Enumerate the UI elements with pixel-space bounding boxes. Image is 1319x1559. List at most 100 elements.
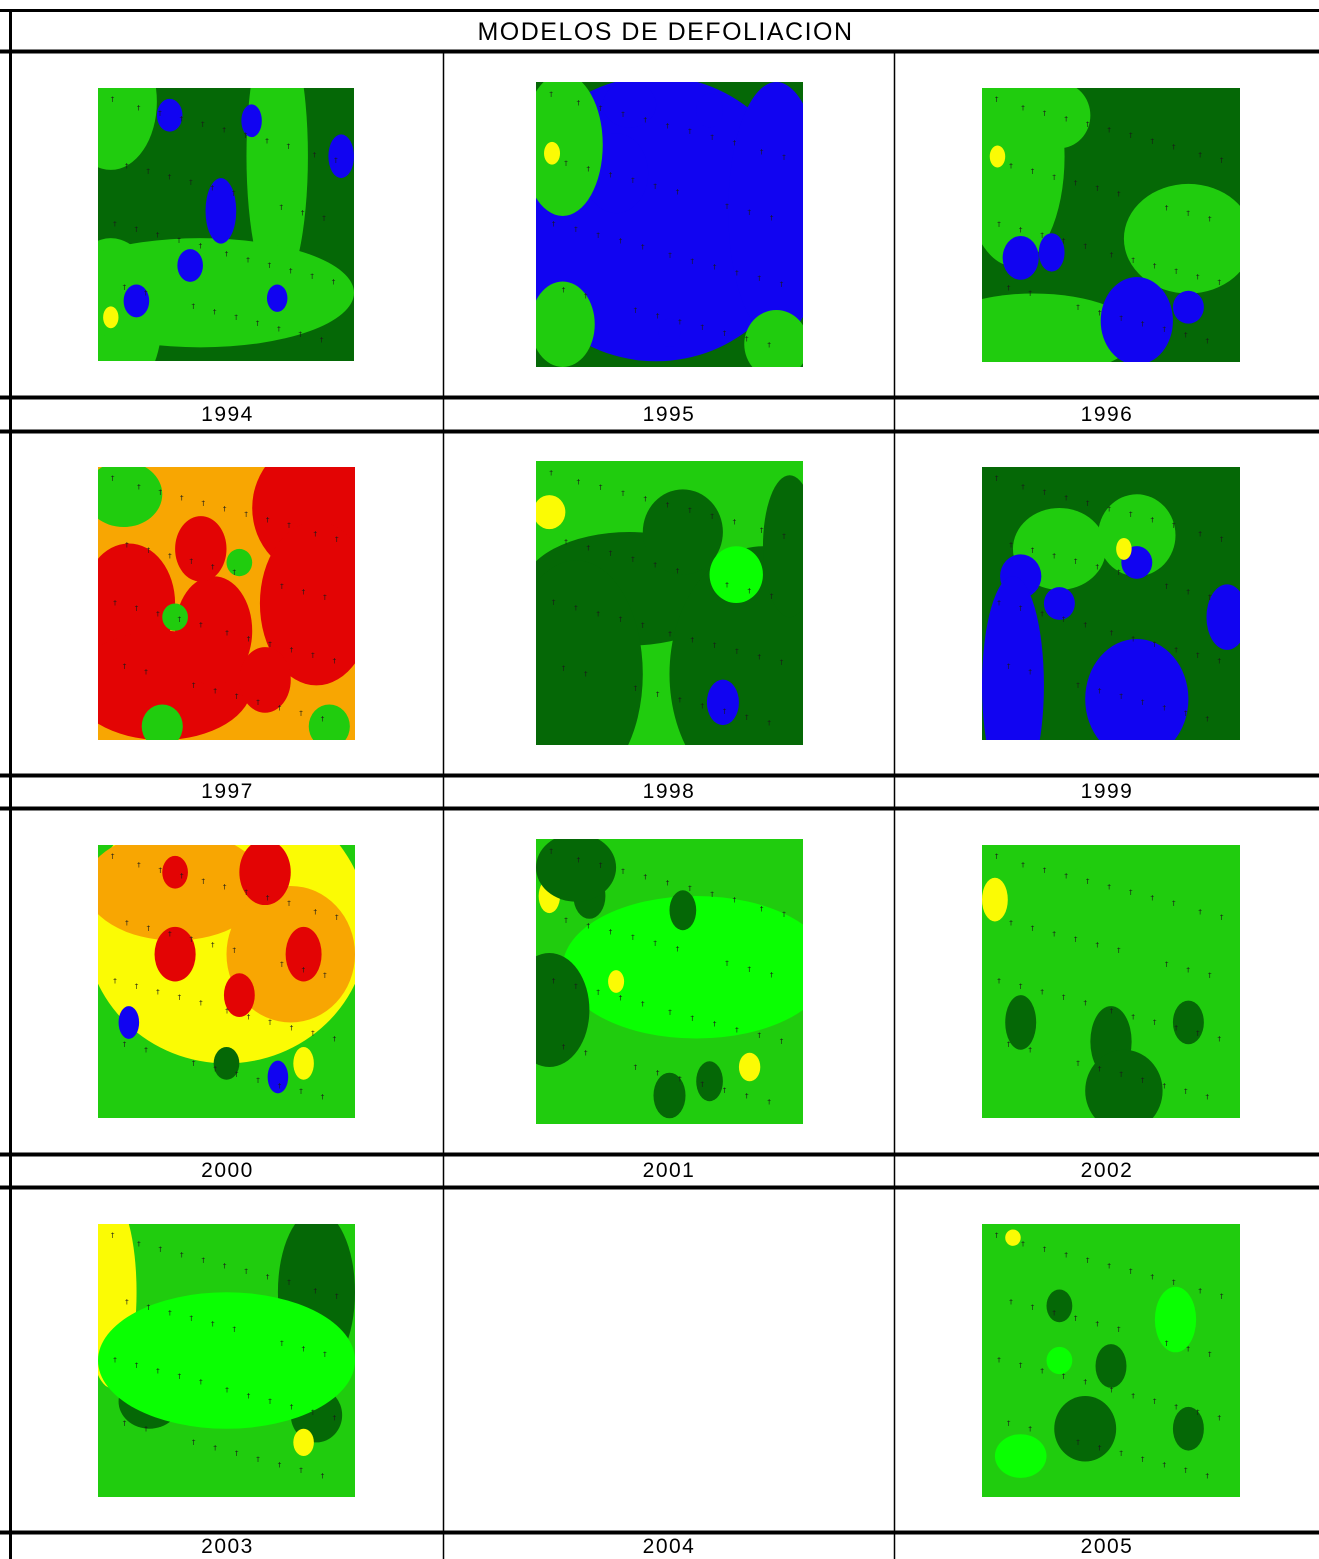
map-zone-dark_green xyxy=(762,475,803,618)
sample-point-marker: † xyxy=(310,272,314,280)
map-zone-blue xyxy=(706,679,739,726)
map-zone-red xyxy=(175,516,227,582)
sample-point-marker: † xyxy=(1162,704,1166,712)
sample-point-marker: † xyxy=(1206,715,1210,723)
sample-point-marker: † xyxy=(333,657,337,665)
sample-point-marker: † xyxy=(609,171,613,179)
sample-point-marker: † xyxy=(256,1076,260,1084)
map-zone-blue xyxy=(328,134,354,179)
sample-point-marker: † xyxy=(1019,604,1023,612)
sample-point-marker: † xyxy=(111,1232,115,1240)
sample-point-marker: † xyxy=(1117,947,1121,955)
map-zone-dark_green xyxy=(669,546,803,745)
sample-point-marker: † xyxy=(577,856,581,864)
sample-point-marker: † xyxy=(767,1098,771,1106)
map-zone-dark_green xyxy=(1172,1406,1204,1451)
sample-point-marker: † xyxy=(1076,1060,1080,1068)
sample-point-marker: † xyxy=(1162,326,1166,334)
sample-point-marker: † xyxy=(1198,1287,1202,1295)
sample-point-marker: † xyxy=(549,90,553,98)
sample-point-marker: † xyxy=(168,1309,172,1317)
sample-point-marker: † xyxy=(147,546,151,554)
sample-point-marker: † xyxy=(159,1245,163,1253)
map-zone-red xyxy=(285,926,322,982)
sample-point-marker: † xyxy=(1153,1397,1157,1405)
sample-point-marker: † xyxy=(562,1043,566,1051)
sample-point-marker: † xyxy=(1098,1065,1102,1073)
sample-point-marker: † xyxy=(1184,331,1188,339)
map-zone-mid_green xyxy=(98,88,157,170)
sample-point-marker: † xyxy=(1095,184,1099,192)
map-zone-dark_green xyxy=(1005,995,1037,1050)
sample-point-marker: † xyxy=(137,1240,141,1248)
defoliation-map-1997: † † † † † † † † † † † † † † † † † † † † † † † † † † † † † † † † † † † † † † † † xyxy=(98,467,355,740)
map-zone-mid_green xyxy=(141,704,183,740)
defoliation-map-2000: † † † † † † † † † † † † † † † † † † † † † † † † † † † † † † † † † † † † † † † † xyxy=(98,845,355,1118)
sample-point-marker: † xyxy=(135,604,139,612)
sample-point-marker: † xyxy=(668,1009,672,1017)
map-zone-mid_green xyxy=(1123,183,1240,294)
sample-point-marker: † xyxy=(1206,1093,1210,1101)
map-zone-yellow xyxy=(536,495,566,530)
sample-point-marker: † xyxy=(1141,698,1145,706)
sample-point-marker: † xyxy=(278,1461,282,1469)
sample-point-marker: † xyxy=(201,877,205,885)
sample-point-marker: † xyxy=(1129,132,1133,140)
sample-point-marker: † xyxy=(725,581,729,589)
sample-point-marker: † xyxy=(1174,646,1178,654)
map-zone-red xyxy=(175,576,253,686)
sample-point-marker: † xyxy=(1186,588,1190,596)
sample-point-marker: † xyxy=(1196,1029,1200,1037)
sample-point-marker: † xyxy=(235,1450,239,1458)
sample-point-marker: † xyxy=(621,489,625,497)
sample-point-marker: † xyxy=(995,853,999,861)
sample-point-marker: † xyxy=(1174,1024,1178,1032)
sample-point-marker: † xyxy=(323,971,327,979)
sample-point-marker: † xyxy=(147,1303,151,1311)
sample-point-marker: † xyxy=(656,690,660,698)
map-zone-yellow xyxy=(989,145,1006,168)
sample-point-marker: † xyxy=(1028,290,1032,298)
sample-point-marker: † xyxy=(1220,157,1224,165)
sample-point-marker: † xyxy=(1074,179,1078,187)
map-zone-light_green xyxy=(709,546,763,603)
sample-point-marker: † xyxy=(1153,1018,1157,1026)
sample-point-marker: † xyxy=(125,541,129,549)
sample-point-marker: † xyxy=(289,267,293,275)
sample-point-marker: † xyxy=(782,911,786,919)
sample-point-marker: † xyxy=(1198,908,1202,916)
sample-point-marker: † xyxy=(1172,522,1176,530)
sample-point-marker: † xyxy=(723,708,727,716)
sample-point-marker: † xyxy=(113,220,117,228)
map-zone-dark_green xyxy=(642,489,723,575)
year-label-1999: 1999 xyxy=(1080,780,1134,803)
sample-point-marker: † xyxy=(199,242,203,250)
sample-point-marker: † xyxy=(287,1279,291,1287)
sample-point-marker: † xyxy=(168,552,172,560)
sample-point-marker: † xyxy=(268,1018,272,1026)
sample-point-marker: † xyxy=(225,629,229,637)
sample-point-marker: † xyxy=(574,983,578,991)
sample-point-marker: † xyxy=(1083,1378,1087,1386)
sample-point-marker: † xyxy=(710,133,714,141)
map-zone-yellow xyxy=(103,306,119,329)
map-zone-yellow xyxy=(738,1052,761,1082)
sample-point-marker: † xyxy=(178,993,182,1001)
sample-point-marker: † xyxy=(1119,1071,1123,1079)
sample-point-marker: † xyxy=(549,847,553,855)
map-zone-yellow xyxy=(544,141,561,165)
sample-point-marker: † xyxy=(287,522,291,530)
sample-point-marker: † xyxy=(247,1013,251,1021)
sample-point-marker: † xyxy=(321,1093,325,1101)
sample-point-marker: † xyxy=(335,913,339,921)
sample-point-marker: † xyxy=(1107,883,1111,891)
map-zone-mid_green xyxy=(246,88,308,293)
sample-point-marker: † xyxy=(335,535,339,543)
sample-point-marker: † xyxy=(1208,1350,1212,1358)
sample-point-marker: † xyxy=(1043,110,1047,118)
sample-point-marker: † xyxy=(1218,1035,1222,1043)
sample-point-marker: † xyxy=(643,873,647,881)
map-zone-mid_green xyxy=(308,704,350,740)
sample-point-marker: † xyxy=(1098,1444,1102,1452)
sample-point-marker: † xyxy=(1031,1303,1035,1311)
